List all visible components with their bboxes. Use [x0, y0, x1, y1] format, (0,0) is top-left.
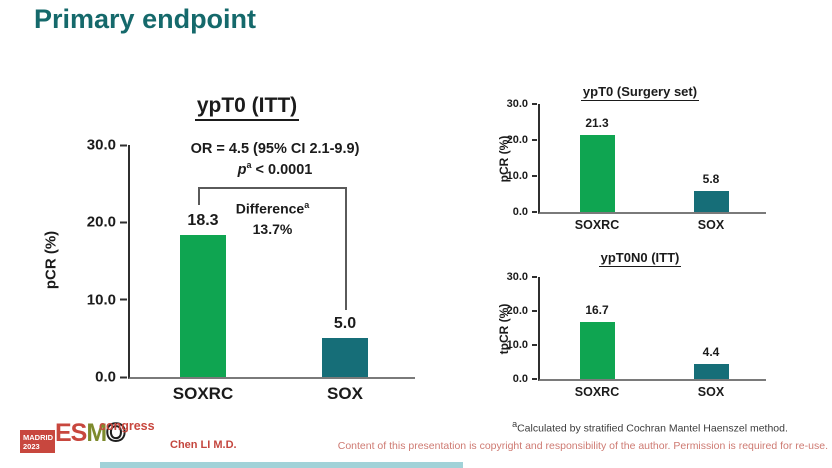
tick-mark [532, 138, 537, 141]
bottom-accent-bar [100, 462, 463, 468]
congress-label: congress [99, 419, 155, 433]
x-label-soxrc: SOXRC [172, 384, 234, 403]
tick-mark [532, 103, 537, 105]
bar-sox [322, 338, 368, 377]
p-value: < 0.0001 [255, 161, 313, 178]
chart-title: ypT0N0 (ITT) [598, 250, 682, 267]
esmo-congress-logo: MADRID 2023 ESMO congress [20, 418, 160, 464]
copyright-notice: Content of this presentation is copyrigh… [337, 440, 828, 452]
y-tick: 20.0 [507, 134, 537, 146]
y-tick: 30.0 [87, 137, 127, 154]
y-tick: 0.0 [513, 206, 537, 218]
difference-bracket-horizontal [198, 187, 347, 189]
bar-sox [694, 364, 729, 379]
difference-annotation: Differencea 13.7% [198, 195, 347, 239]
x-label-sox: SOX [697, 385, 725, 399]
esmo-wordmark: ESMO [55, 418, 127, 448]
bar-sox [694, 191, 729, 212]
bar-soxrc [580, 135, 615, 212]
plot-area: 30.0 20.0 10.0 0.0 18.3 5.0 SOXRC SOX [87, 137, 415, 403]
tick-mark [120, 376, 127, 378]
chart-ypt0n0-itt: ypT0N0 (ITT) tpCR (%) 30.0 20.0 10.0 0.0… [470, 246, 820, 418]
page-title: Primary endpoint [34, 4, 257, 34]
chart-title-wrap: ypT0N0 (ITT) [530, 249, 750, 267]
bar-value-sox: 4.4 [702, 345, 720, 360]
tick-mark [532, 175, 537, 177]
tick-mark [532, 211, 537, 213]
footnote: aCalculated by stratified Cochran Mantel… [512, 419, 788, 435]
y-tick: 30.0 [507, 98, 537, 110]
y-tick: 0.0 [513, 373, 537, 385]
difference-bracket-right [345, 187, 347, 310]
bar-value-soxrc: 16.7 [585, 303, 609, 318]
chart-title: ypT0 (Surgery set) [580, 84, 700, 101]
bar-value-sox: 5.0 [333, 315, 357, 333]
chart-title-wrap: ypT0 (Surgery set) [530, 83, 750, 101]
x-label-soxrc: SOXRC [574, 385, 620, 399]
difference-bracket-left [198, 187, 200, 205]
tick-mark [532, 344, 537, 346]
y-tick: 0.0 [95, 369, 127, 386]
difference-label: Differencea [235, 200, 310, 217]
p-value-annotation: pa < 0.0001 [158, 160, 392, 178]
tick-mark [532, 309, 537, 312]
tick-mark [120, 221, 127, 224]
y-tick: 30.0 [507, 271, 537, 283]
plot-area: 30.0 20.0 10.0 0.0 16.7 4.4 SOXRC SOX [507, 271, 766, 399]
x-label-sox: SOX [697, 218, 725, 232]
chart-ypt0-itt: ypT0 (ITT) OR = 4.5 (95% CI 2.1-9.9) pa … [30, 85, 462, 425]
tick-mark [532, 378, 537, 380]
logo-venue: MADRID [23, 433, 53, 442]
madrid-2023-badge: MADRID 2023 [20, 430, 55, 453]
x-label-soxrc: SOXRC [574, 218, 620, 232]
bar-value-sox: 5.8 [702, 172, 720, 187]
bar-soxrc [580, 322, 615, 379]
tick-mark [532, 276, 537, 278]
plot-area: 30.0 20.0 10.0 0.0 21.3 5.8 SOXRC SOX [507, 98, 766, 232]
chart-ypt0-surgery-set: ypT0 (Surgery set) pCR (%) 30.0 20.0 10.… [470, 82, 820, 242]
y-tick: 20.0 [507, 305, 537, 317]
tick-mark [120, 298, 127, 301]
difference-value: 13.7% [252, 220, 293, 237]
bar-value-soxrc: 18.3 [187, 212, 219, 230]
bar-value-soxrc: 21.3 [585, 116, 609, 131]
y-tick: 20.0 [87, 214, 127, 231]
y-axis-label: pCR (%) [42, 230, 60, 290]
p-superscript: a [246, 160, 252, 170]
y-tick: 10.0 [507, 339, 537, 351]
y-tick: 10.0 [507, 170, 537, 182]
p-symbol: p [237, 161, 247, 178]
tick-mark [120, 144, 127, 146]
logo-year: 2023 [23, 442, 40, 451]
x-label-sox: SOX [327, 384, 363, 403]
y-tick: 10.0 [87, 291, 127, 308]
chart-title: ypT0 (ITT) [194, 94, 300, 121]
bar-soxrc [180, 235, 226, 377]
author-credit: Chen LI M.D. [170, 439, 237, 451]
chart-title-wrap: ypT0 (ITT) [147, 94, 347, 121]
odds-ratio-annotation: OR = 4.5 (95% CI 2.1-9.9) [190, 141, 360, 157]
